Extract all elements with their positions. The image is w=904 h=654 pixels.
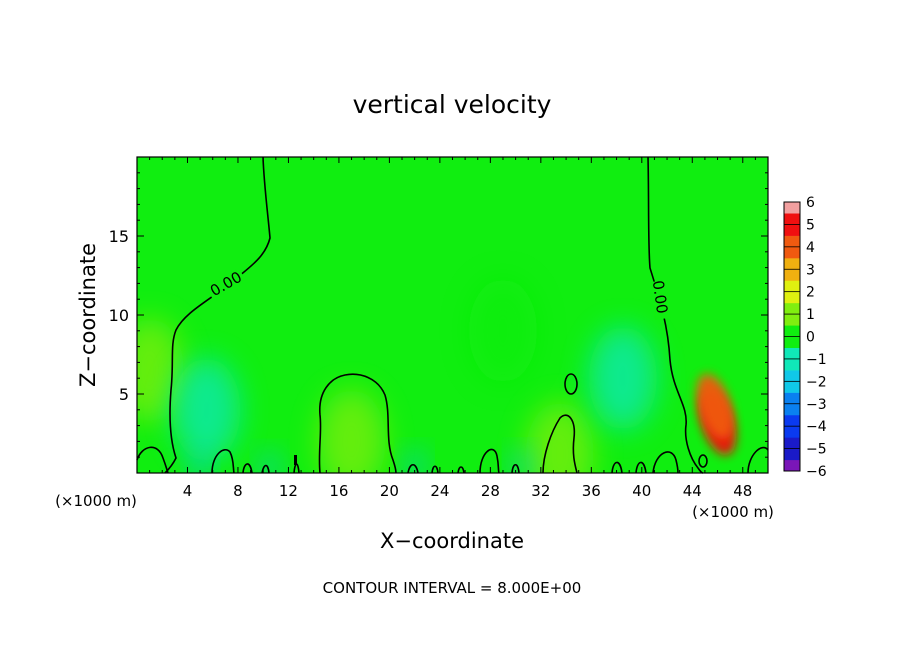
contour-line-surface-12 (635, 461, 647, 474)
contour-line-surface-11 (611, 461, 623, 474)
colorbar-band-5 (784, 403, 800, 416)
colorbar-band-19 (784, 246, 800, 259)
contour-line-surface-3 (242, 463, 253, 474)
colorbar-tick-label-11: −5 (806, 442, 827, 458)
x-tick-label-3: 16 (329, 482, 348, 500)
contour-line-surface-10 (511, 463, 520, 474)
colorbar-tick-label-2: 4 (806, 240, 815, 256)
colorbar-tick-label-5: 1 (806, 307, 815, 323)
contour-line-surface-4 (261, 464, 270, 474)
colorbar-tick-label-12: −6 (806, 464, 827, 480)
contour-line-surface-7 (431, 465, 439, 474)
x-unit-label-left: (×1000 m) (55, 492, 137, 510)
colorbar-tick-label-7: −1 (806, 352, 827, 368)
field-feature-9 (190, 452, 211, 473)
colorbar-band-20 (784, 235, 800, 248)
y-tick-label-2: 15 (109, 227, 129, 246)
x-tick-label-10: 44 (683, 482, 702, 500)
field-feature-2 (137, 318, 184, 423)
contour-line-surface-13 (652, 451, 679, 474)
colorbar-tick-label-0: 6 (806, 195, 815, 211)
contour-dot-13 (294, 455, 297, 465)
x-axis-ticks: 4 8 12 16 20 24 28 32 36 40 44 48 (149, 157, 756, 500)
x-tick-label-7: 32 (531, 482, 550, 500)
field-feature-7 (468, 278, 537, 383)
colorbar: 6 5 4 3 2 1 0 −1 −2 −3 −4 −5 −6 (783, 195, 827, 480)
colorbar-band-12 (784, 325, 800, 337)
colorbar-band-16 (784, 280, 800, 292)
x-tick-label-9: 40 (632, 482, 651, 500)
y-tick-label-1: 10 (109, 306, 129, 325)
contour-line-center-cell (318, 373, 397, 474)
colorbar-band-13 (784, 314, 800, 326)
colorbar-band-18 (784, 258, 800, 270)
field-feature-1 (696, 373, 734, 440)
colorbar-band-17 (784, 269, 800, 281)
colorbar-tick-label-3: 3 (806, 262, 815, 278)
colorbar-band-23 (784, 202, 800, 214)
field-feature-6 (588, 326, 657, 431)
field-feature-3 (317, 389, 386, 473)
colorbar-band-15 (784, 291, 800, 304)
colorbar-band-11 (784, 336, 800, 349)
contour-interval-note: CONTOUR INTERVAL = 8.000E+00 (323, 579, 582, 597)
colorbar-tick-label-4: 2 (806, 285, 815, 301)
colorbar-band-22 (784, 213, 800, 225)
contour-line-surface-9 (479, 448, 500, 474)
chart-title: vertical velocity (353, 90, 552, 119)
x-tick-label-6: 28 (481, 482, 500, 500)
contour-closed-small-44 (698, 454, 708, 468)
colorbar-tick-label-10: −4 (806, 419, 827, 435)
colorbar-band-3 (784, 426, 800, 438)
contour-line-surface-14 (747, 446, 769, 474)
colorbar-band-6 (784, 392, 800, 405)
zero-contour-lines (136, 156, 769, 474)
field-feature-5 (172, 357, 241, 462)
colorbar-band-21 (784, 224, 800, 236)
colorbar-band-4 (784, 414, 800, 427)
contour-line-surface-2 (211, 449, 235, 474)
x-axis-label: X−coordinate (380, 529, 524, 553)
colorbar-band-14 (784, 302, 800, 315)
colorbar-band-1 (784, 448, 800, 461)
y-axis-ticks: 5 10 15 (109, 172, 768, 458)
contour-closed-small-34 (564, 373, 578, 395)
contour-line-surface-1 (136, 446, 169, 474)
contour-line-surface-6 (407, 463, 419, 474)
colorbar-band-2 (784, 437, 800, 449)
x-tick-label-11: 48 (733, 482, 752, 500)
x-unit-label-right: (×1000 m) (692, 503, 774, 521)
x-tick-label-8: 36 (582, 482, 601, 500)
y-tick-label-0: 5 (119, 385, 129, 404)
x-tick-label-2: 12 (279, 482, 298, 500)
colorbar-band-10 (784, 347, 800, 360)
x-tick-label-1: 8 (233, 482, 243, 500)
colorbar-band-9 (784, 358, 800, 371)
x-tick-label-5: 24 (430, 482, 449, 500)
contour-line-surface-8 (457, 466, 465, 474)
contour-line-right (647, 156, 704, 474)
x-tick-label-4: 20 (380, 482, 399, 500)
y-axis-label: Z−coordinate (76, 243, 100, 387)
contour-line-cell-33 (542, 414, 578, 474)
colorbar-tick-label-1: 5 (806, 217, 815, 233)
x-tick-label-0: 4 (183, 482, 193, 500)
contour-label-right: 0.00 (649, 279, 671, 315)
colorbar-tick-label-9: −3 (806, 397, 827, 413)
field-feature-4 (525, 402, 594, 473)
field-feature-11 (511, 451, 532, 473)
colorbar-tick-label-8: −2 (806, 374, 827, 390)
colorbar-band-7 (784, 381, 800, 393)
field-feature-10 (259, 452, 280, 473)
contour-line-left (164, 156, 271, 474)
colorbar-band-8 (784, 370, 800, 382)
colorbar-tick-label-6: 0 (806, 330, 815, 346)
colorbar-band-0 (784, 459, 800, 472)
velocity-field (137, 278, 737, 473)
